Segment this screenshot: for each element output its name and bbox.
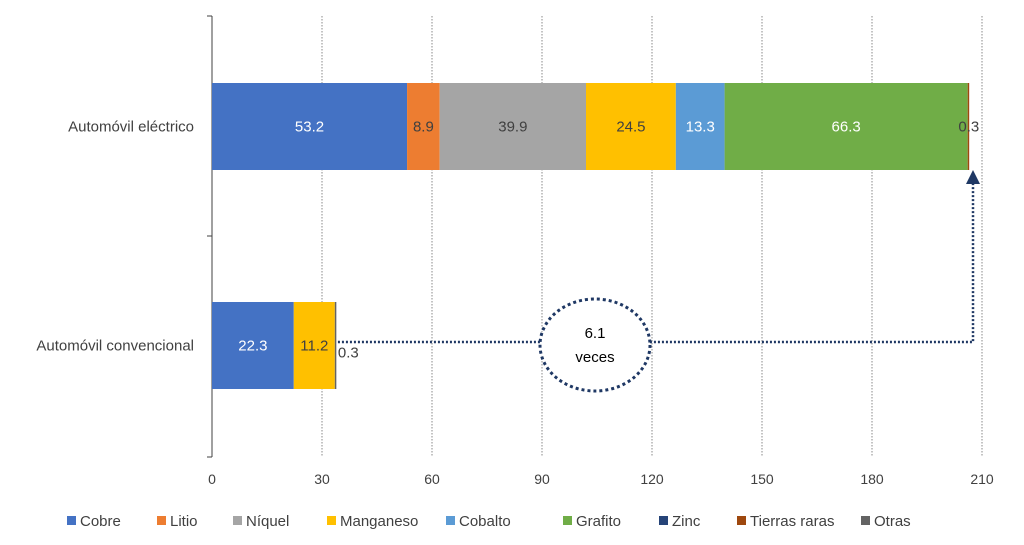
legend-swatch xyxy=(157,516,166,525)
data-label: 39.9 xyxy=(498,119,527,136)
data-label: 66.3 xyxy=(832,119,861,136)
bar-otras xyxy=(334,302,337,389)
legend-swatch xyxy=(737,516,746,525)
bar-cobalto xyxy=(675,83,725,170)
data-label: 53.2 xyxy=(295,119,324,136)
x-tick-label: 210 xyxy=(970,471,994,487)
x-tick-label: 90 xyxy=(534,471,550,487)
legend-label: Tierras raras xyxy=(750,513,834,530)
bar-cobre xyxy=(212,83,408,170)
legend-label: Manganeso xyxy=(340,513,418,530)
data-label: 11.2 xyxy=(300,338,328,355)
x-tick-label: 150 xyxy=(750,471,774,487)
legend-swatch xyxy=(233,516,242,525)
legend-swatch xyxy=(861,516,870,525)
legend-label: Grafito xyxy=(576,513,621,530)
legend-label: Zinc xyxy=(672,513,701,530)
data-label: 0.3 xyxy=(958,119,979,136)
bar-cobre xyxy=(212,302,294,389)
category-label: Automóvil eléctrico xyxy=(68,119,194,136)
annotation-line xyxy=(337,182,975,344)
x-tick-label: 30 xyxy=(314,471,330,487)
legend-swatch xyxy=(659,516,668,525)
bar-litio xyxy=(407,83,440,170)
bar-tierras-raras xyxy=(967,83,970,170)
arrow-up-icon xyxy=(966,170,980,184)
bar-grafito xyxy=(724,83,968,170)
legend-label: Cobre xyxy=(80,513,121,530)
x-tick-label: 120 xyxy=(640,471,664,487)
annotation-value: 6.1 xyxy=(585,325,606,342)
category-label: Automóvil convencional xyxy=(36,338,194,355)
bar-manganeso xyxy=(293,302,335,389)
data-label: 8.9 xyxy=(413,119,434,136)
legend-swatch xyxy=(563,516,572,525)
legend-label: Litio xyxy=(170,513,198,530)
x-tick-label: 60 xyxy=(424,471,440,487)
bar-níquel xyxy=(439,83,586,170)
legend-swatch xyxy=(446,516,455,525)
data-label: 13.3 xyxy=(686,119,715,136)
annotation-text: veces xyxy=(575,349,614,366)
annotation-ellipse xyxy=(538,297,652,393)
data-label: 24.5 xyxy=(616,119,645,136)
legend-label: Níquel xyxy=(246,513,289,530)
legend-swatch xyxy=(327,516,336,525)
data-label: 22.3 xyxy=(238,338,267,355)
bar-manganeso xyxy=(586,83,676,170)
legend-label: Cobalto xyxy=(459,513,511,530)
x-tick-label: 180 xyxy=(860,471,884,487)
legend-swatch xyxy=(67,516,76,525)
legend-label: Otras xyxy=(874,513,911,530)
x-tick-label: 0 xyxy=(208,471,216,487)
data-label: 0.3 xyxy=(338,345,359,362)
